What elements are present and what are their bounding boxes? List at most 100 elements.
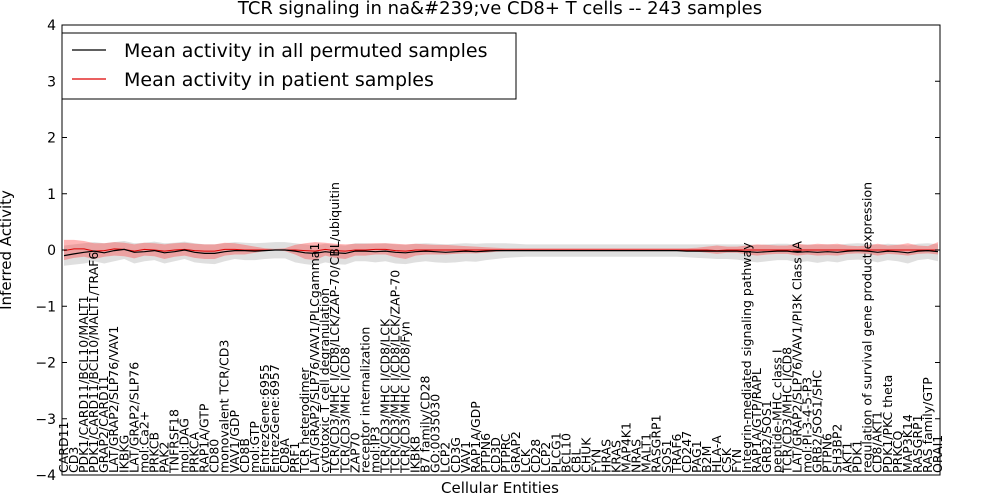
x-category-label: RASGRP1	[910, 414, 925, 473]
x-category-label: PTPN6	[820, 433, 835, 473]
x-category-label: CD3D	[488, 437, 503, 473]
x-category-label: ZAP70	[347, 432, 362, 473]
x-category-label: CBL	[568, 449, 583, 473]
x-category-label: CSK	[719, 447, 734, 473]
x-category-label: AKT1	[840, 442, 855, 473]
x-category-label: PRKCQ	[890, 431, 905, 473]
legend-label-permuted: Mean activity in all permuted samples	[124, 40, 487, 62]
x-category-label: mol:Ca2+	[136, 411, 151, 473]
x-category-label: LAT/GRAP2/SLP76/VAV1/PLCgamma1	[307, 243, 322, 473]
x-category-label: PRKCB	[146, 432, 161, 473]
x-category-label: PDK1/PKC theta	[880, 375, 895, 473]
legend-label-patient: Mean activity in patient samples	[124, 69, 434, 91]
x-category-label: mol:DAG	[177, 418, 192, 473]
x-category-label: PDK1/CARD11/BCL10/MALT1	[76, 295, 91, 473]
x-category-label: TRAF6	[669, 433, 684, 474]
x-category-label: GRB2/SOS1/SHC	[809, 370, 824, 473]
x-category-label: PLCG1	[548, 432, 563, 473]
x-category-label: B2M	[699, 446, 714, 473]
x-category-label: SOS1	[659, 439, 674, 473]
legend: Mean activity in all permuted samples Me…	[61, 32, 517, 100]
y-axis-label: Inferred Activity	[0, 190, 15, 310]
x-category-label: RAP1A/GTP	[197, 403, 212, 473]
x-category-label: mol:PI-3-4-5-P3	[799, 377, 814, 473]
x-category-label: MAP4K1	[619, 422, 634, 473]
y-tick-label: 1	[47, 187, 56, 203]
series-lines	[63, 248, 939, 257]
x-category-label: LCK	[518, 448, 533, 473]
x-category-label: TCR/CD3/MHC I/CD8/LCK/ZAP-70/CBL/ubiquit…	[327, 182, 342, 474]
x-category-label: RAS family/GTP	[920, 377, 935, 473]
x-category-label: PRKCA	[187, 432, 202, 473]
x-category-label: GRB2/SOS1	[759, 400, 774, 473]
x-category-label: TCR/CD3/MHC I/CD8	[779, 347, 794, 474]
x-category-label: FYN	[588, 449, 603, 473]
x-category-label: EntrezGene:6957	[267, 364, 282, 473]
x-category-label: CD3G	[448, 437, 463, 473]
category-labels: CARD11CD3PDK1/CARD11/BCL10/MALT1PDK1/CAR…	[56, 182, 945, 474]
y-tick-label: −1	[35, 299, 56, 315]
x-category-label: Integrin-mediated signaling pathway	[739, 242, 754, 473]
y-tick-label: 3	[47, 74, 56, 90]
x-category-label: receptor internalization	[357, 327, 372, 473]
x-category-label: GRAP2	[508, 431, 523, 473]
x-category-label: MALT1	[639, 433, 654, 473]
x-category-label: CD28	[528, 439, 543, 473]
x-category-label: TCR/CD3/MHC I/CD8	[337, 347, 352, 474]
x-category-label: IKBKB	[408, 436, 423, 473]
x-category-label: TCR/CD3/MHC I/CD8/Fyn	[398, 321, 413, 474]
x-category-label: GRAP2/CARD11	[96, 375, 111, 473]
x-category-label: VAV1	[458, 441, 473, 473]
x-category-label: BCL10	[558, 433, 573, 473]
x-category-label: cytotoxic T cell degranulation	[317, 288, 332, 473]
x-category-label: HLA-A	[709, 435, 724, 473]
x-category-label: LCP2	[438, 442, 453, 473]
x-category-label: LAT/GRAP2/SLP76	[126, 362, 141, 473]
x-category-label: LAT/GRAP2/SLP76/VAV1	[106, 326, 121, 473]
y-tick-label: 4	[47, 18, 56, 34]
x-category-label: TCR/CD3/MHC I/CD8/LCK	[378, 318, 393, 474]
x-category-label: RASGRP1	[649, 414, 664, 473]
x-category-label: ORAI1	[930, 435, 945, 473]
x-category-label: PDK1	[850, 440, 865, 473]
x-category-label: LAT/GRAP2/SLP76/VAV1/PI3K Class IA	[789, 241, 804, 473]
x-category-label: TNFRSF18	[167, 409, 182, 474]
y-tick-label: −2	[35, 356, 56, 372]
x-category-label: PTPRC	[498, 433, 513, 473]
x-category-label: VAV1/GDP	[227, 409, 242, 473]
x-category-label: CD247	[679, 431, 694, 473]
x-category-label: LCP2	[538, 442, 553, 473]
chart-title: TCR signaling in na&#239;ve CD8+ T cells…	[237, 0, 762, 19]
x-category-label: B7 family/CD28	[418, 375, 433, 473]
x-category-label: PAG1	[689, 440, 704, 473]
x-category-label: regulation of survival gene product expr…	[860, 182, 875, 473]
x-category-label: PAK2	[157, 442, 172, 473]
legend-frame	[61, 32, 517, 100]
x-category-label: GO:0035030	[428, 394, 443, 473]
x-category-label: NRAS	[629, 439, 644, 473]
y-tick-label: −3	[35, 412, 56, 428]
x-category-label: RAP1A/GTP/RAPL	[749, 368, 764, 473]
x-category-label: CD80	[207, 439, 222, 473]
x-category-label: SH3BP2	[830, 424, 845, 473]
x-category-label: peptide-MHC class I	[769, 349, 784, 473]
x-category-label: mol:IP3	[367, 426, 382, 473]
x-category-label: PRF1	[287, 442, 302, 473]
x-category-label: FYN	[729, 449, 744, 473]
x-category-label: MAP3K14	[900, 414, 915, 473]
x-category-label: TCR/CD3/MHC I/CD8/LCK/ZAP-70	[388, 270, 403, 474]
x-category-label: monovalent TCR/CD3	[217, 340, 232, 473]
x-category-label: CD3	[66, 447, 81, 473]
x-category-label: CD8/AKT1	[870, 411, 885, 473]
y-tick-label: 2	[47, 131, 56, 147]
x-category-label: TCR heterodimer	[297, 367, 312, 474]
x-category-label: CHUK	[578, 437, 593, 473]
x-category-label: EntrezGene:6955	[257, 364, 272, 473]
x-category-label: CD8A	[277, 438, 292, 473]
x-category-label: CARD11	[56, 422, 71, 474]
x-category-label: RAP1A/GDP	[468, 401, 483, 473]
x-axis-label: Cellular Entities	[441, 479, 559, 497]
y-tick-label: −4	[35, 468, 56, 484]
axis-ticks: 4 3 2 1 0 −1 −2 −3 −4	[35, 18, 940, 484]
